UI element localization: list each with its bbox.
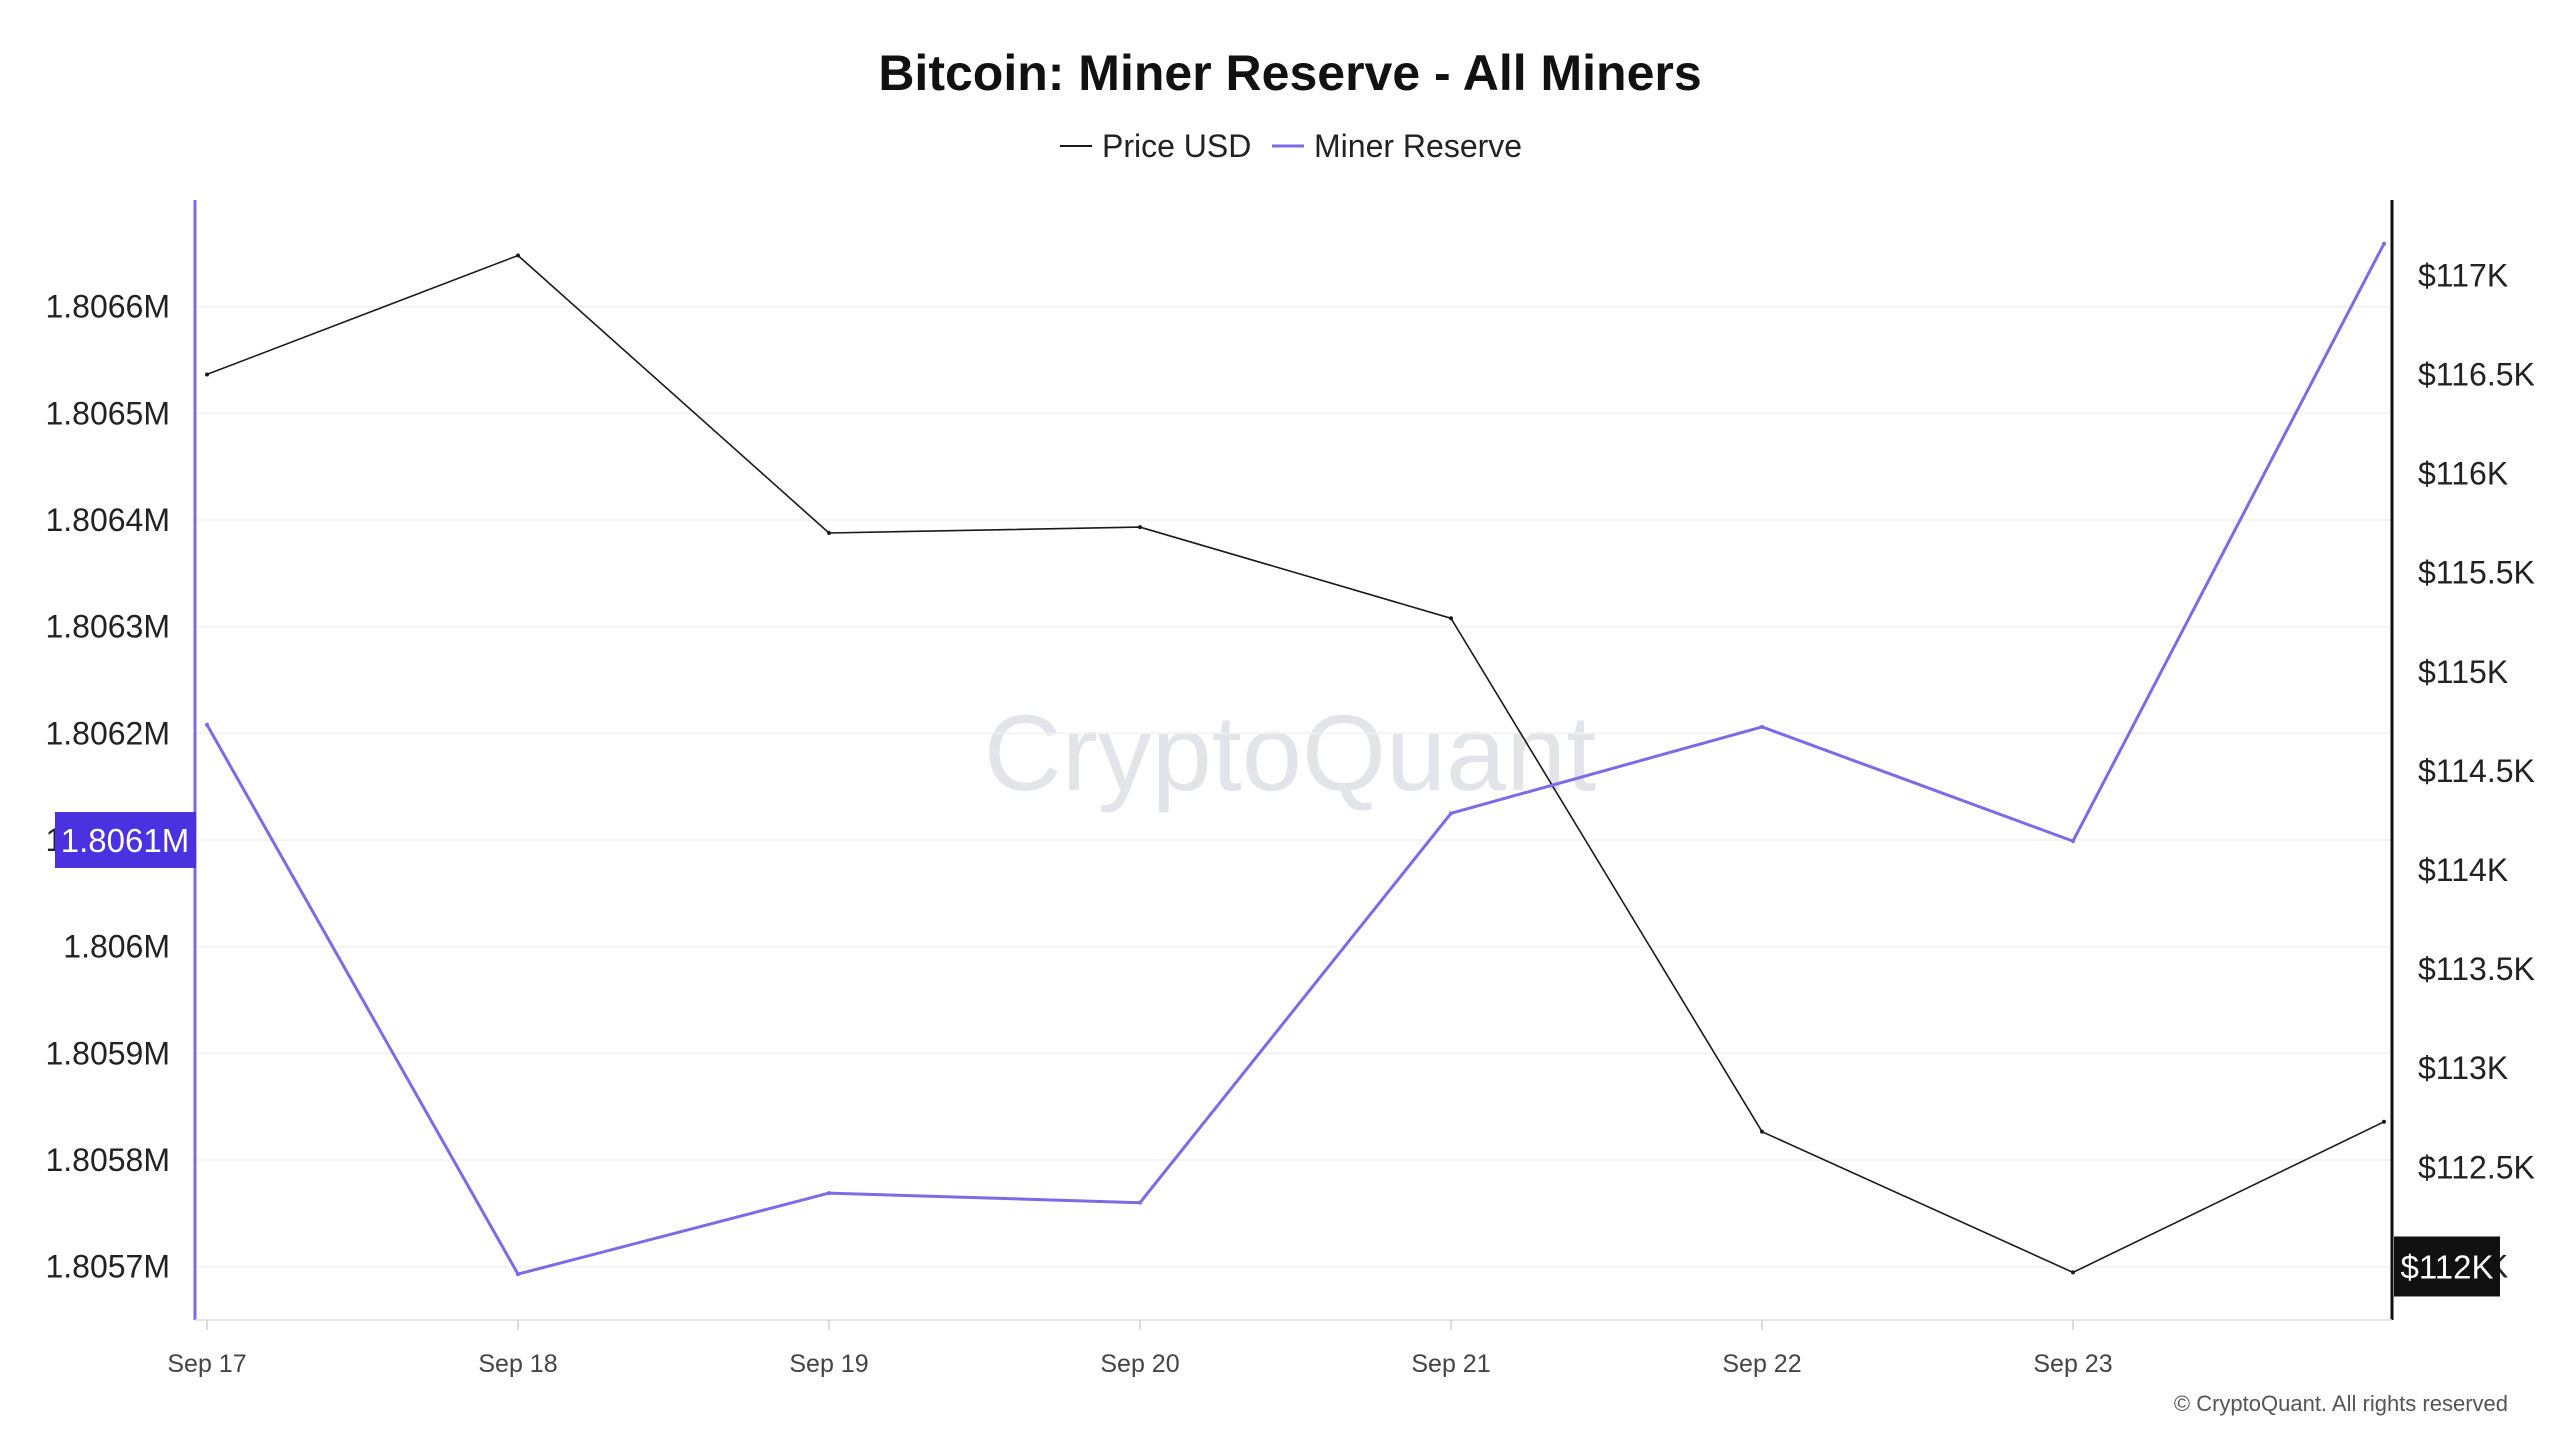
x-tick-label: Sep 19 xyxy=(789,1350,868,1378)
left-tick-label: 1.8057M xyxy=(45,1249,170,1285)
legend-label-reserve[interactable]: Miner Reserve xyxy=(1314,128,1522,164)
right-tick-label: $113.5K xyxy=(2418,951,2535,987)
x-axis-ticks: Sep 17 Sep 18 Sep 19 Sep 20 Sep 21 Sep 22 Sep … xyxy=(167,1320,2113,1378)
left-tick-label: 1.8059M xyxy=(45,1035,170,1071)
legend-label-price[interactable]: Price USD xyxy=(1102,128,1251,164)
left-tick-label: 1.8064M xyxy=(45,502,170,538)
right-tick-label: $114K xyxy=(2418,852,2508,888)
data-point-price-usd[interactable] xyxy=(2382,1119,2386,1124)
right-tick-label: $116.5K xyxy=(2418,356,2535,392)
left-tick-label: 1.8058M xyxy=(45,1142,170,1178)
right-axis-badge-label: $112K xyxy=(2401,1248,2494,1285)
data-point-price-usd[interactable] xyxy=(827,531,831,536)
legend: Price USD Miner Reserve xyxy=(1060,128,1522,164)
data-point-miner-reserve[interactable] xyxy=(205,722,209,727)
left-tick-label: 1.8062M xyxy=(45,715,170,751)
data-point-miner-reserve[interactable] xyxy=(1449,811,1453,816)
right-tick-label: $115.5K xyxy=(2418,555,2535,591)
copyright: © CryptoQuant. All rights reserved xyxy=(2174,1391,2508,1416)
left-tick-label: 1.8065M xyxy=(45,395,170,431)
axis-badges: 1.8061M $112K xyxy=(55,812,2500,1297)
gridlines xyxy=(195,305,2392,1268)
x-tick-label: Sep 22 xyxy=(1722,1350,1801,1378)
data-point-price-usd[interactable] xyxy=(516,253,520,258)
left-tick-label: 1.8066M xyxy=(45,289,170,325)
right-tick-label: $113K xyxy=(2418,1050,2508,1086)
data-point-miner-reserve[interactable] xyxy=(516,1272,520,1277)
left-axis-ticks: 1.8057M1.8058M1.8059M1.806M1.8061M1.8062… xyxy=(45,289,170,1285)
data-point-miner-reserve[interactable] xyxy=(1760,724,1764,729)
right-tick-label: $117K xyxy=(2418,257,2508,293)
right-tick-label: $112.5K xyxy=(2418,1149,2535,1185)
right-tick-label: $115K xyxy=(2418,654,2508,690)
chart-title: Bitcoin: Miner Reserve - All Miners xyxy=(878,45,1701,101)
data-point-miner-reserve[interactable] xyxy=(2071,839,2075,844)
data-point-price-usd[interactable] xyxy=(1138,525,1142,530)
left-axis-badge-label: 1.8061M xyxy=(61,822,189,859)
series-line-price-usd[interactable] xyxy=(206,254,2385,1274)
left-tick-label: 1.806M xyxy=(63,929,170,965)
right-axis-ticks: $112K$112.5K$113K$113.5K$114K$114.5K$115… xyxy=(2418,257,2535,1284)
series-line-miner-reserve[interactable] xyxy=(205,243,2386,1276)
x-tick-label: Sep 17 xyxy=(167,1350,246,1378)
right-tick-label: $114.5K xyxy=(2418,753,2535,789)
x-tick-label: Sep 23 xyxy=(2033,1350,2112,1378)
x-tick-label: Sep 18 xyxy=(478,1350,557,1378)
x-tick-label: Sep 21 xyxy=(1411,1350,1490,1378)
data-point-price-usd[interactable] xyxy=(2071,1270,2075,1275)
x-tick-label: Sep 20 xyxy=(1100,1350,1179,1378)
data-point-miner-reserve[interactable] xyxy=(2382,241,2386,246)
axes xyxy=(193,200,2394,1321)
right-axis-badge xyxy=(2394,1236,2500,1297)
data-point-price-usd[interactable] xyxy=(1760,1129,1764,1134)
data-point-miner-reserve[interactable] xyxy=(1138,1200,1142,1205)
data-point-price-usd[interactable] xyxy=(1449,616,1453,621)
right-tick-label: $116K xyxy=(2418,456,2508,492)
data-point-price-usd[interactable] xyxy=(205,372,209,377)
left-tick-label: 1.8063M xyxy=(45,609,170,645)
series-lines xyxy=(205,241,2386,1277)
data-point-miner-reserve[interactable] xyxy=(827,1191,831,1196)
left-axis-badge xyxy=(55,812,196,868)
watermark: CryptoQuant xyxy=(984,692,1596,813)
